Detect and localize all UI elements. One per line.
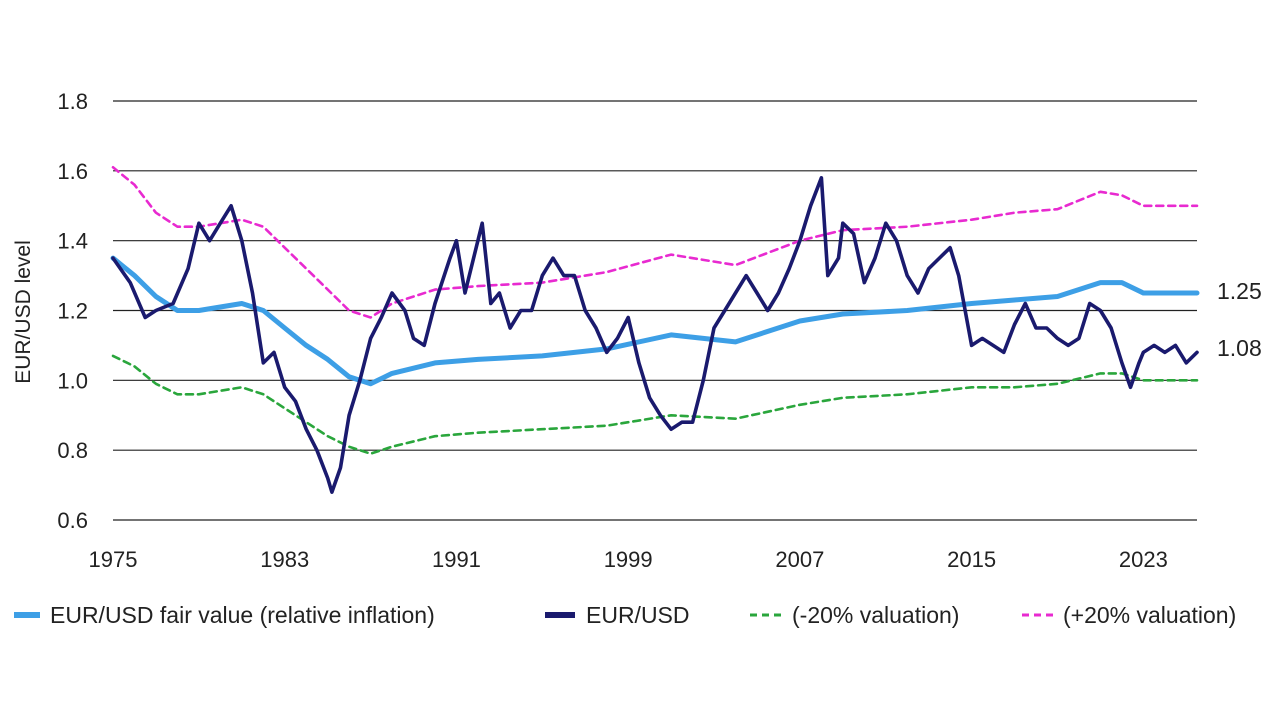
legend: EUR/USD fair value (relative inflation) …	[14, 602, 1236, 628]
legend-label-plus20: (+20% valuation)	[1063, 602, 1236, 628]
gridlines	[113, 100, 1197, 521]
x-tick-label: 1975	[89, 547, 138, 572]
y-tick-label: 1.4	[57, 229, 88, 254]
legend-label-eurusd: EUR/USD	[586, 602, 690, 628]
x-tick-label: 2015	[947, 547, 996, 572]
x-tick-label: 2007	[775, 547, 824, 572]
y-tick-label: 1.6	[57, 159, 88, 184]
line-fair-value	[110, 255, 1200, 387]
legend-label-fair-value: EUR/USD fair value (relative inflation)	[50, 602, 435, 628]
x-tick-label: 2023	[1119, 547, 1168, 572]
y-axis-label: EUR/USD level	[12, 240, 35, 384]
legend-label-minus20: (-20% valuation)	[792, 602, 959, 628]
y-tick-label: 0.6	[57, 508, 88, 533]
y-tick-label: 0.8	[57, 438, 88, 463]
y-tick-label: 1.2	[57, 299, 88, 324]
line-plus20-valuation	[111, 166, 1199, 319]
x-tick-label: 1983	[260, 547, 309, 572]
x-axis-ticks: 1975 1983 1991 1999 2007 2015 2023	[89, 547, 1168, 572]
x-tick-label: 1999	[604, 547, 653, 572]
end-label-eurusd: 1.08	[1217, 335, 1262, 361]
x-tick-label: 1991	[432, 547, 481, 572]
end-label-fair-value: 1.25	[1217, 278, 1262, 304]
line-minus20-valuation	[111, 354, 1199, 455]
line-eurusd	[111, 176, 1199, 494]
y-tick-label: 1.8	[57, 89, 88, 114]
series-lines	[110, 166, 1200, 494]
y-tick-label: 1.0	[57, 368, 88, 393]
y-axis-ticks: 0.6 0.8 1.0 1.2 1.4 1.6 1.8	[57, 89, 88, 533]
